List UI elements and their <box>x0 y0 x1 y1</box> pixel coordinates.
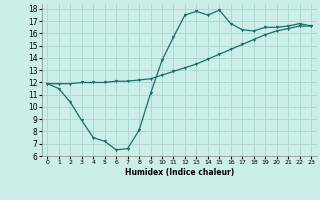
X-axis label: Humidex (Indice chaleur): Humidex (Indice chaleur) <box>124 168 234 177</box>
